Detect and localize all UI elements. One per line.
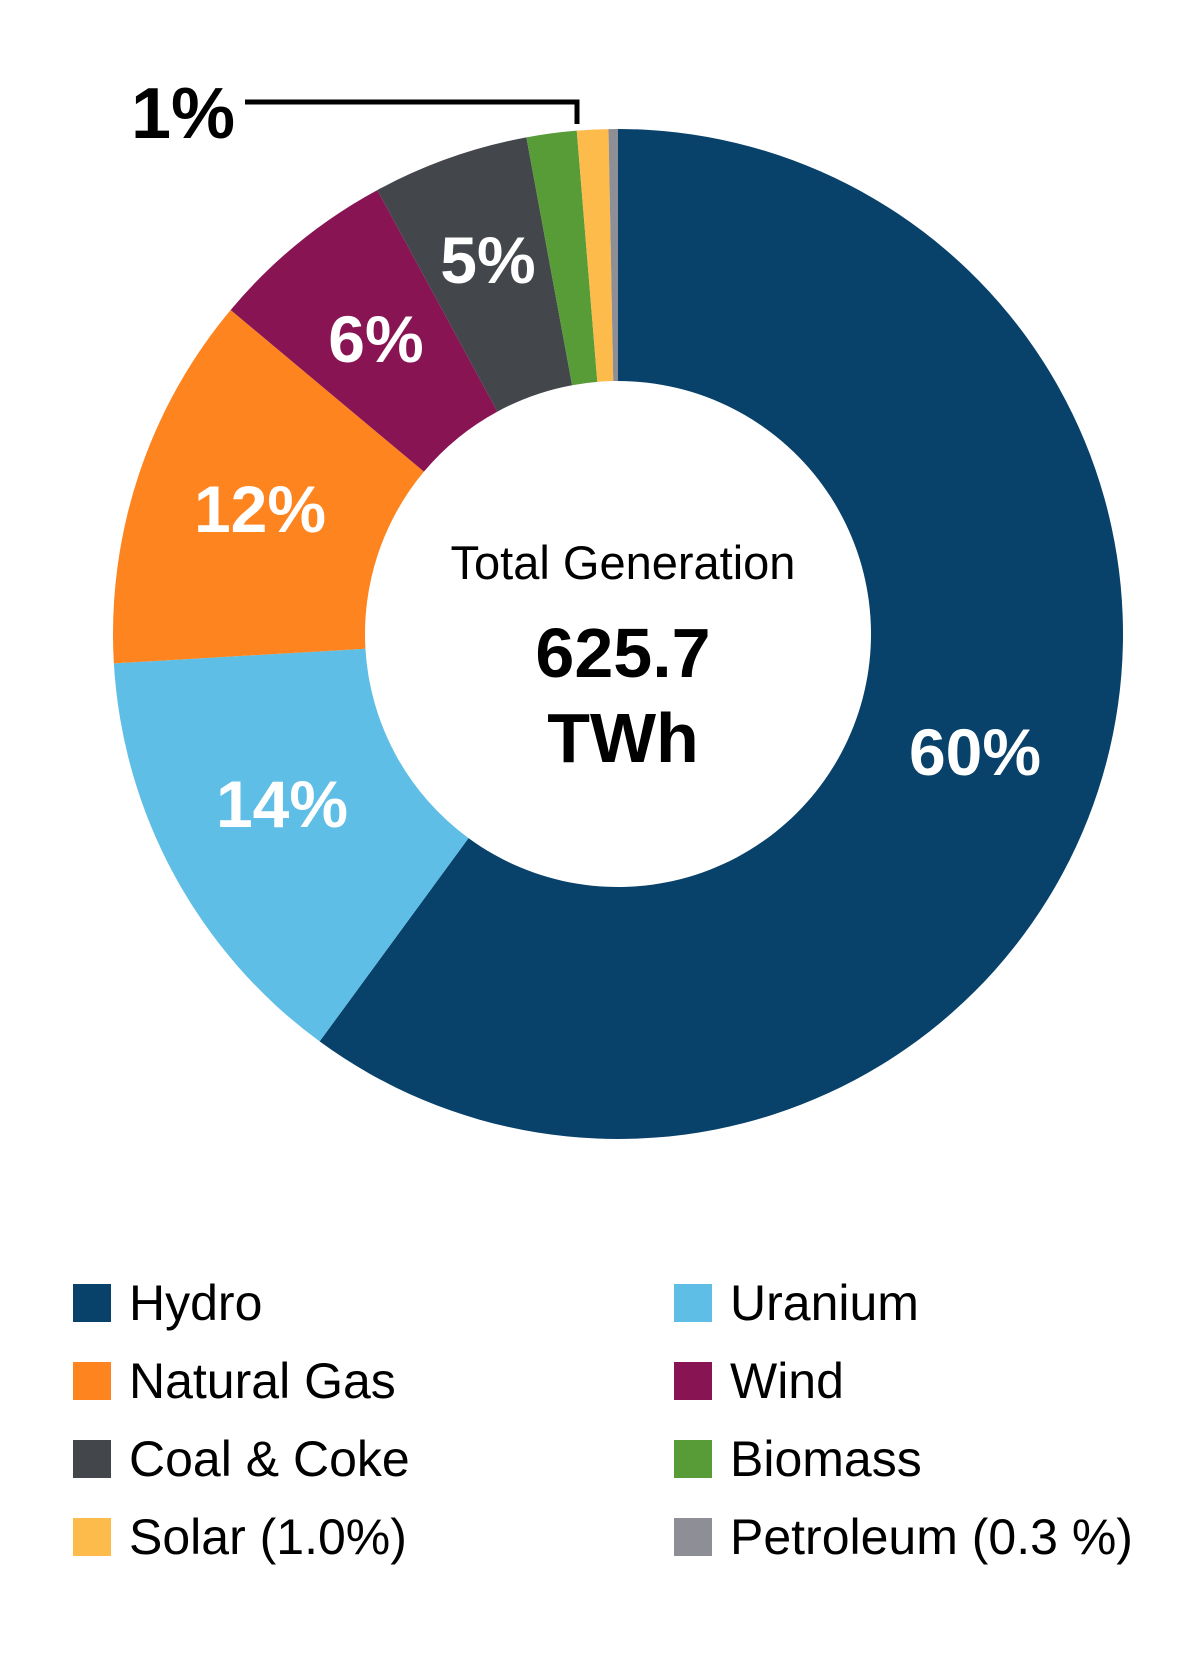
legend-item: Petroleum (0.3 %) [674,1509,1133,1565]
legend-label: Hydro [129,1275,263,1331]
slice-solar-1-0 [576,129,614,382]
center-unit: TWh [547,699,699,777]
legend-label: Wind [730,1353,844,1409]
legend-swatch [73,1440,111,1478]
data-label: 1% [131,74,235,154]
slice-uranium [113,648,469,1042]
legend-item: Wind [674,1353,844,1409]
legend-swatch [73,1518,111,1556]
data-label: 5% [440,223,535,297]
data-label: 6% [328,302,423,376]
legend-item: Biomass [674,1431,922,1487]
legend-label: Petroleum (0.3 %) [730,1509,1133,1565]
legend-label: Coal & Coke [129,1431,410,1487]
slice-coal-coke [377,137,573,412]
legend-label: Biomass [730,1431,922,1487]
legend-item: Uranium [674,1275,919,1331]
slice-wind [230,190,498,472]
legend-item: Solar (1.0%) [73,1509,407,1565]
legend-swatch [674,1284,712,1322]
center-title: Total Generation [451,536,796,589]
legend-swatch [674,1518,712,1556]
legend-swatch [73,1284,111,1322]
legend-swatch [674,1362,712,1400]
legend-item: Hydro [73,1275,262,1331]
legend-label: Solar (1.0%) [129,1509,407,1565]
center-value: 625.7 [535,614,710,692]
slice-hydro [319,129,1123,1139]
slice-natural-gas [113,310,424,664]
biomass-leader-line [245,99,580,124]
data-label: 12% [194,472,326,546]
legend-swatch [73,1362,111,1400]
data-label: 60% [909,715,1041,789]
data-label: 14% [216,767,348,841]
legend-item: Natural Gas [73,1353,396,1409]
slice-petroleum-0-3 [608,129,618,382]
legend-swatch [674,1440,712,1478]
slice-biomass [526,130,598,386]
legend-label: Uranium [730,1275,919,1331]
legend-item: Coal & Coke [73,1431,410,1487]
legend-label: Natural Gas [129,1353,396,1409]
